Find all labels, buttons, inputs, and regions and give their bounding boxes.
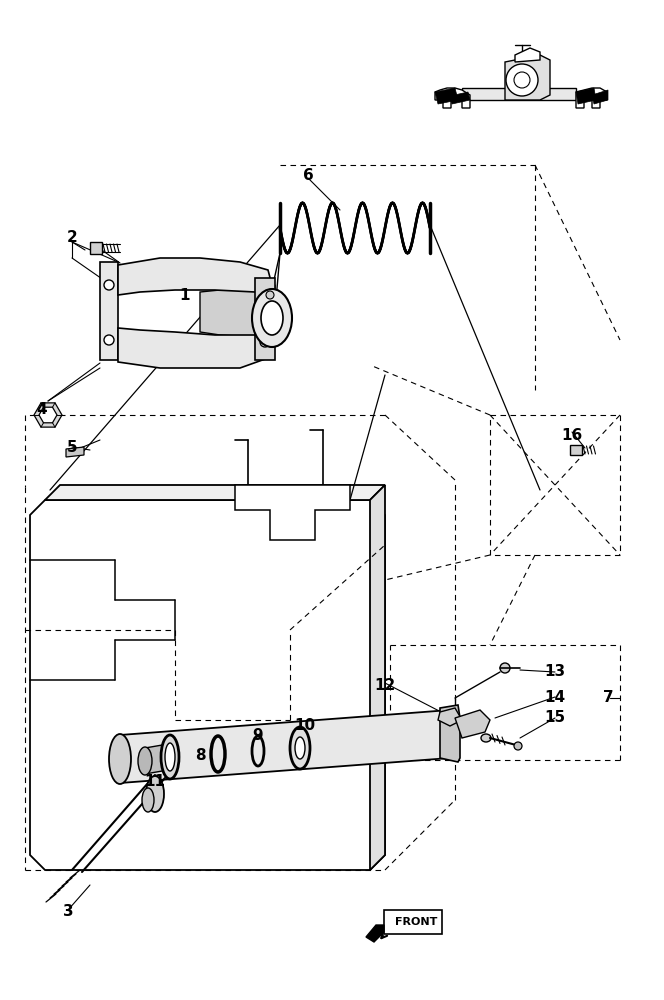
Polygon shape: [45, 485, 385, 500]
Polygon shape: [462, 88, 576, 100]
Polygon shape: [34, 403, 62, 427]
Text: 13: 13: [544, 664, 566, 680]
Text: 12: 12: [374, 678, 396, 692]
Text: 2: 2: [66, 231, 78, 245]
Polygon shape: [435, 88, 458, 104]
Ellipse shape: [290, 727, 310, 769]
Ellipse shape: [146, 776, 164, 812]
Polygon shape: [39, 407, 57, 423]
Ellipse shape: [295, 737, 305, 759]
Ellipse shape: [109, 734, 131, 784]
Text: 16: 16: [561, 428, 582, 442]
Circle shape: [514, 72, 530, 88]
Text: 14: 14: [544, 690, 566, 704]
Polygon shape: [90, 242, 102, 254]
Circle shape: [260, 337, 270, 347]
Polygon shape: [450, 92, 470, 104]
Polygon shape: [100, 262, 118, 360]
Ellipse shape: [142, 788, 154, 812]
Polygon shape: [505, 55, 550, 100]
Polygon shape: [455, 710, 490, 738]
Text: 15: 15: [544, 710, 566, 726]
Polygon shape: [576, 88, 607, 108]
Text: FRONT: FRONT: [395, 917, 437, 927]
Ellipse shape: [165, 743, 175, 771]
Polygon shape: [366, 925, 384, 942]
Text: 10: 10: [294, 718, 315, 732]
Polygon shape: [370, 485, 385, 870]
Text: 1: 1: [180, 288, 191, 302]
Polygon shape: [120, 710, 450, 783]
Polygon shape: [200, 285, 275, 338]
Circle shape: [260, 293, 270, 303]
Text: 3: 3: [62, 904, 73, 920]
Polygon shape: [515, 48, 540, 62]
Text: 9: 9: [253, 728, 264, 744]
Polygon shape: [255, 278, 275, 360]
Polygon shape: [576, 88, 596, 104]
Circle shape: [104, 335, 114, 345]
Polygon shape: [570, 445, 582, 455]
Ellipse shape: [261, 301, 283, 335]
Polygon shape: [435, 88, 470, 108]
Polygon shape: [30, 500, 385, 870]
Polygon shape: [66, 447, 84, 457]
Polygon shape: [118, 258, 272, 295]
Polygon shape: [145, 744, 168, 774]
Circle shape: [266, 291, 274, 299]
Text: 11: 11: [145, 774, 165, 790]
Ellipse shape: [252, 289, 292, 347]
Ellipse shape: [161, 735, 179, 779]
Circle shape: [104, 280, 114, 290]
Ellipse shape: [481, 734, 491, 742]
Circle shape: [514, 742, 522, 750]
Polygon shape: [440, 705, 460, 762]
Text: 6: 6: [303, 167, 313, 182]
Circle shape: [506, 64, 538, 96]
Polygon shape: [235, 485, 350, 540]
Text: 7: 7: [603, 690, 614, 706]
Polygon shape: [592, 90, 608, 104]
Text: 4: 4: [37, 402, 47, 418]
Polygon shape: [118, 328, 272, 368]
Text: 8: 8: [195, 748, 205, 764]
Ellipse shape: [138, 747, 152, 775]
Circle shape: [500, 663, 510, 673]
Text: 5: 5: [66, 440, 77, 456]
Polygon shape: [438, 708, 462, 726]
FancyBboxPatch shape: [384, 910, 442, 934]
